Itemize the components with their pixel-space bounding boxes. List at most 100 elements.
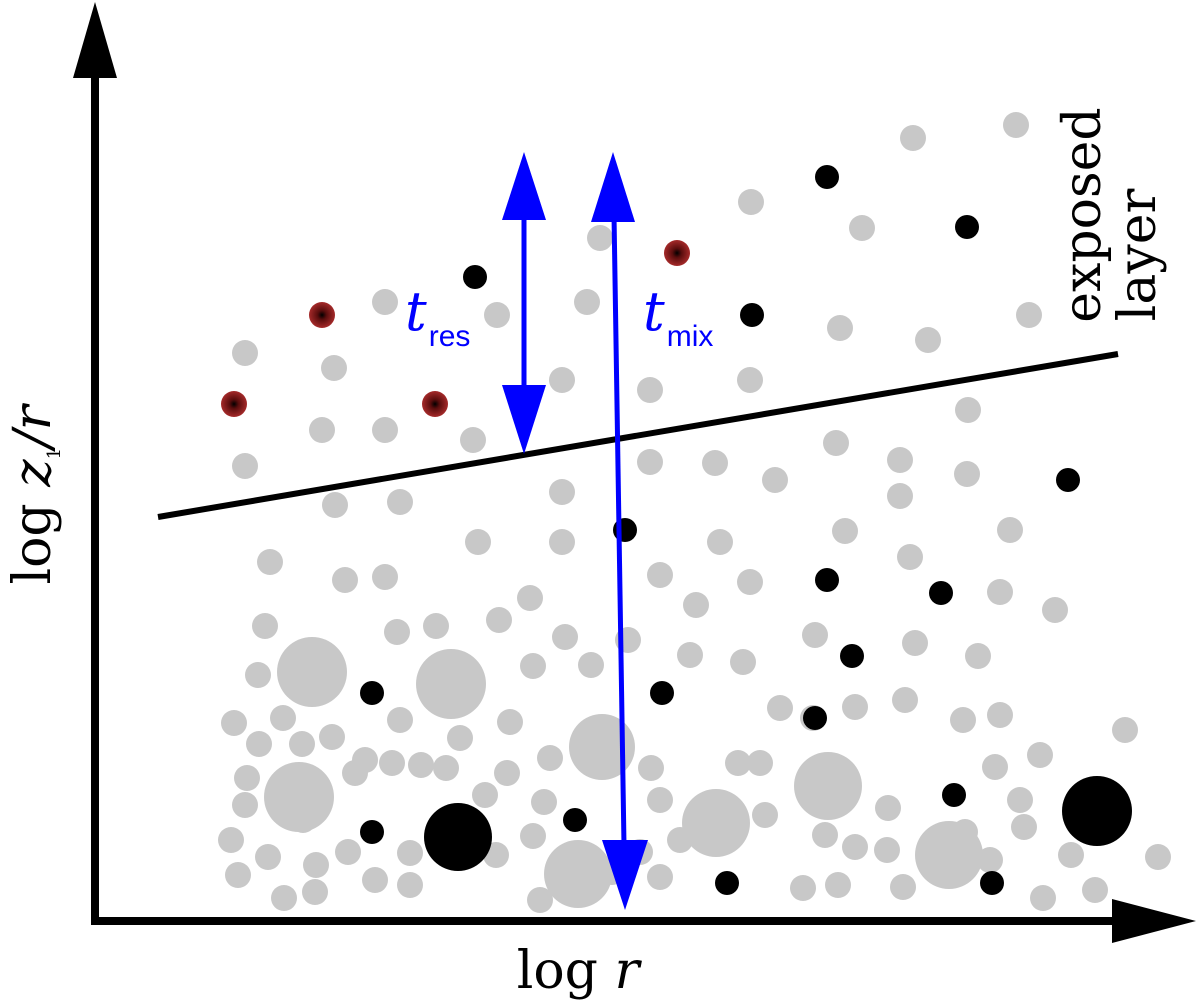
particle xyxy=(802,622,828,648)
particle-dark xyxy=(815,568,839,592)
t-res-arrow xyxy=(502,152,546,454)
particle xyxy=(218,827,244,853)
particle-dark xyxy=(740,303,764,327)
particles-layer xyxy=(218,112,1171,913)
particle-red xyxy=(664,240,690,266)
particle xyxy=(1016,302,1042,328)
particle xyxy=(1042,597,1068,623)
particle xyxy=(319,724,345,750)
particle xyxy=(255,844,281,870)
particle-dark xyxy=(1056,468,1080,492)
particle xyxy=(752,802,778,828)
particle xyxy=(527,887,553,913)
x-axis-label: log r xyxy=(517,941,643,1001)
particle xyxy=(342,760,368,786)
particle xyxy=(737,569,763,595)
particle xyxy=(387,707,413,733)
svg-text:exposed: exposed xyxy=(1053,107,1113,322)
particle-dark-large xyxy=(1062,776,1132,846)
particle xyxy=(647,864,673,890)
x-axis xyxy=(91,899,1196,943)
particle xyxy=(875,795,901,821)
particle xyxy=(965,643,991,669)
particle-dark xyxy=(360,820,384,844)
particle xyxy=(954,461,980,487)
particle xyxy=(987,702,1013,728)
particle-dark xyxy=(929,581,953,605)
particle xyxy=(1007,787,1033,813)
particle-large xyxy=(682,789,750,857)
particle xyxy=(725,750,751,776)
particle xyxy=(887,447,913,473)
particle xyxy=(738,189,764,215)
particle xyxy=(647,562,673,588)
particle-large xyxy=(264,762,334,832)
particle xyxy=(707,529,733,555)
particle xyxy=(683,592,709,618)
particle xyxy=(767,695,793,721)
particle xyxy=(234,765,260,791)
particle xyxy=(362,867,388,893)
particle xyxy=(397,872,423,898)
particle-dark xyxy=(942,783,966,807)
particle xyxy=(950,707,976,733)
particle xyxy=(637,449,663,475)
particle xyxy=(221,710,247,736)
particle-dark xyxy=(955,215,979,239)
particle xyxy=(578,652,604,678)
particle xyxy=(232,340,258,366)
particle xyxy=(225,862,251,888)
svg-text:layer: layer xyxy=(1108,189,1168,322)
particle xyxy=(747,750,773,776)
particle xyxy=(232,453,258,479)
particle xyxy=(309,417,335,443)
particle-dark xyxy=(840,644,864,668)
particle xyxy=(825,872,851,898)
particle-red xyxy=(309,302,335,328)
particle xyxy=(890,874,916,900)
particle xyxy=(423,613,449,639)
particle xyxy=(517,585,543,611)
particle xyxy=(812,822,838,848)
exposed-layer-label: exposed layer xyxy=(1053,107,1168,322)
particle xyxy=(245,662,271,688)
particle-large xyxy=(416,649,486,719)
particle-red xyxy=(221,391,247,417)
particle xyxy=(955,397,981,423)
particle xyxy=(289,731,315,757)
particle xyxy=(1112,717,1138,743)
particle xyxy=(552,624,578,650)
particle xyxy=(335,839,361,865)
particle xyxy=(549,367,575,393)
particle xyxy=(915,327,941,353)
particle xyxy=(408,752,434,778)
particle xyxy=(257,549,283,575)
particle xyxy=(520,823,546,849)
particle-dark xyxy=(463,265,487,289)
particle xyxy=(303,852,329,878)
t-res-label: tres xyxy=(405,280,470,353)
particle xyxy=(730,649,756,675)
particle xyxy=(486,607,512,633)
particle xyxy=(531,789,557,815)
particle xyxy=(647,787,673,813)
particle-dark xyxy=(650,681,674,705)
particle xyxy=(827,315,853,341)
particle xyxy=(447,725,473,751)
particle xyxy=(574,289,600,315)
particle-dark xyxy=(815,165,839,189)
particle xyxy=(897,544,923,570)
particle xyxy=(892,687,918,713)
particle xyxy=(549,479,575,505)
particle xyxy=(322,492,348,518)
particle xyxy=(790,875,816,901)
particle xyxy=(823,430,849,456)
particle xyxy=(874,837,900,863)
particle xyxy=(638,755,664,781)
particle xyxy=(433,755,459,781)
particle xyxy=(271,885,297,911)
particle-dark xyxy=(980,871,1004,895)
particle xyxy=(549,529,575,555)
particle xyxy=(832,518,858,544)
particle-red xyxy=(422,391,448,417)
